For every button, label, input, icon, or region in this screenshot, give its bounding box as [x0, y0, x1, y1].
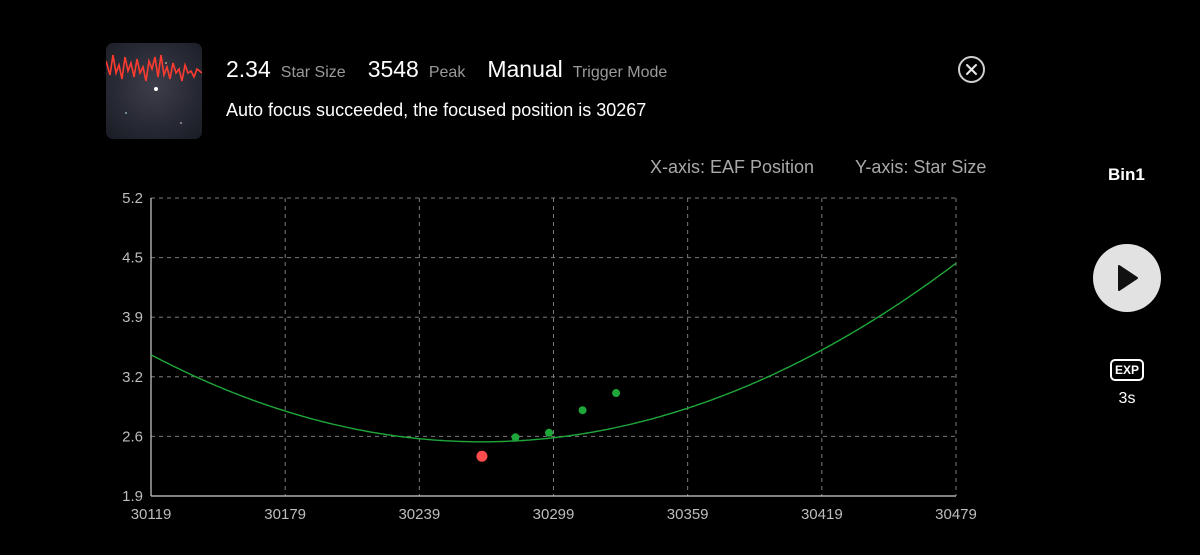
sample-point [578, 406, 587, 415]
x-tick-label: 30479 [935, 506, 977, 523]
close-button[interactable] [958, 56, 985, 83]
y-tick-label: 4.5 [122, 250, 143, 267]
y-tick-label: 3.2 [122, 369, 143, 386]
close-icon [966, 64, 977, 75]
play-button[interactable] [1093, 244, 1161, 312]
peak-label: Peak [428, 64, 466, 81]
y-tick-label: 3.9 [122, 309, 143, 326]
focus-result-point [476, 450, 488, 462]
bin-label[interactable]: Bin1 [1108, 165, 1145, 184]
x-tick-label: 30359 [667, 506, 709, 523]
play-icon [1118, 265, 1138, 291]
y-tick-label: 1.9 [122, 488, 143, 505]
sample-point [612, 389, 621, 398]
focus-curve-chart: 30119 30179 30239 30299 30359 30419 30479 5.2 4.… [122, 190, 977, 523]
x-axis-info: X-axis: EAF Position [650, 157, 815, 177]
status-message: Auto focus succeeded, the focused positi… [226, 100, 647, 120]
star-thumbnail[interactable] [106, 43, 202, 139]
exposure-value[interactable]: 3s [1118, 390, 1136, 407]
y-tick-label: 5.2 [122, 190, 143, 207]
fit-curve-line [150, 262, 957, 443]
exposure-icon[interactable]: EXP [1110, 359, 1144, 381]
peak-value: 3548 [367, 56, 419, 82]
x-tick-label: 30119 [131, 506, 172, 523]
sample-point [511, 433, 520, 442]
x-tick-label: 30299 [533, 506, 575, 523]
x-tick-label: 30179 [264, 506, 306, 523]
x-tick-label: 30419 [801, 506, 843, 523]
y-tick-label: 2.6 [122, 428, 143, 445]
trigger-mode-label: Trigger Mode [572, 64, 668, 81]
x-tick-label: 30239 [398, 506, 440, 523]
star-size-value: 2.34 [226, 56, 271, 82]
focus-stats: 2.34 Star Size 3548 Peak Manual Trigger … [226, 56, 689, 86]
star-profile-graph-icon [106, 54, 202, 124]
star-size-label: Star Size [280, 64, 346, 81]
sample-point [545, 428, 554, 437]
trigger-mode-value: Manual [487, 56, 563, 82]
y-axis-info: Y-axis: Star Size [855, 157, 987, 177]
